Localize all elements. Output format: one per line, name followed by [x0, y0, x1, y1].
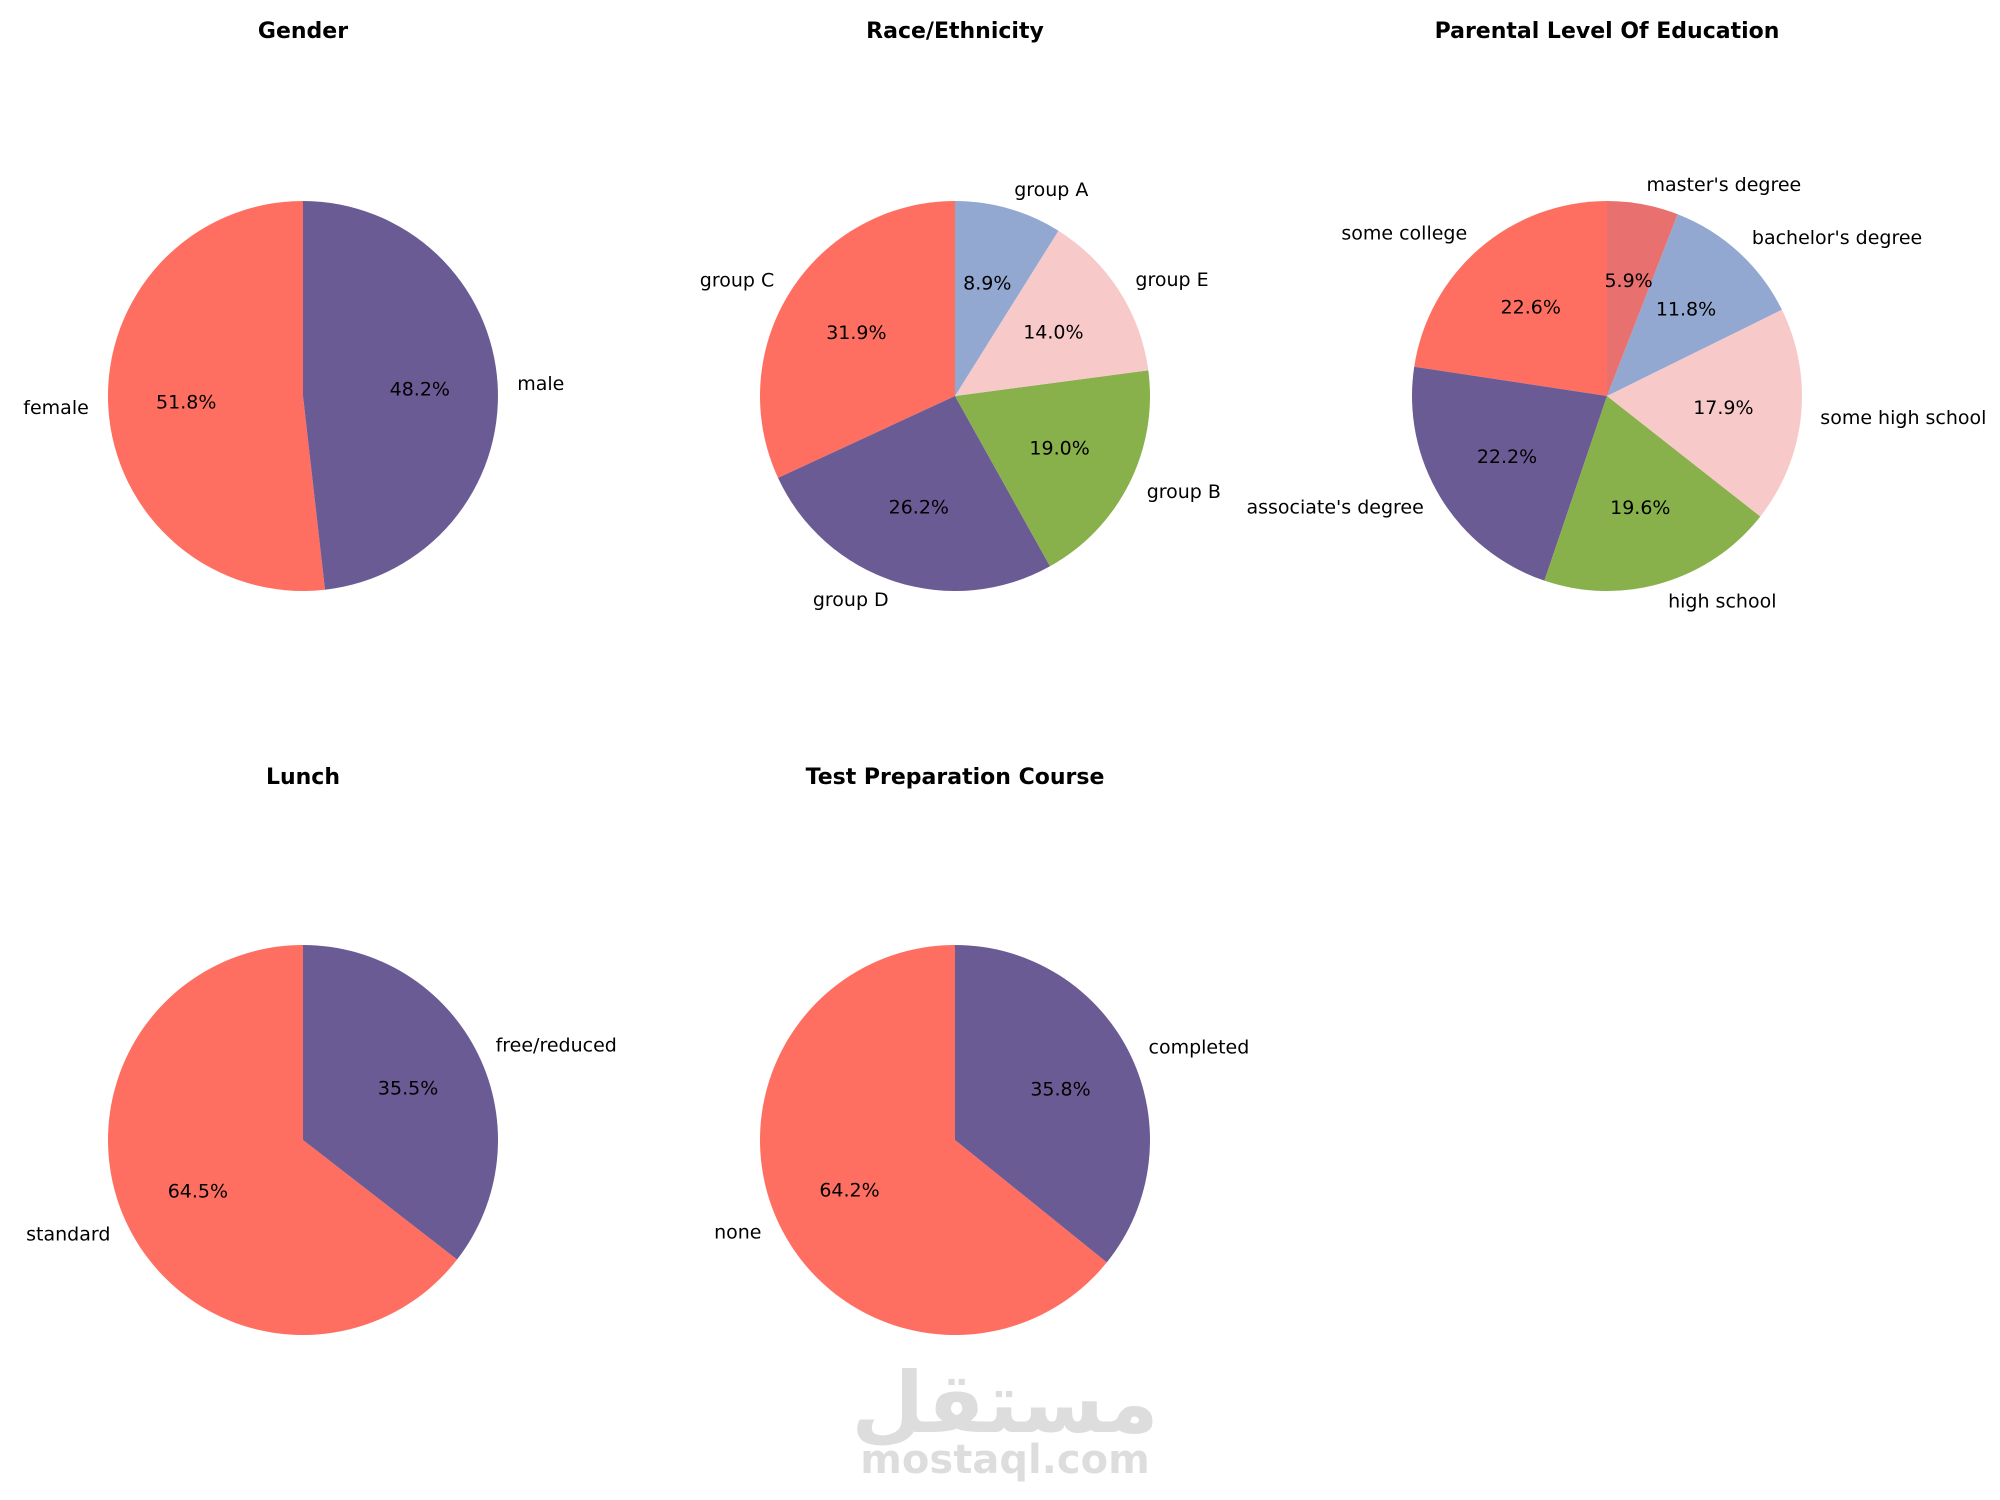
- pie-slice-master-s-degree: [1607, 201, 1678, 396]
- pie-slice-some-college: [1414, 201, 1607, 396]
- slice-label-free-reduced: free/reduced: [496, 1035, 617, 1057]
- slice-label-high-school: high school: [1668, 591, 1776, 613]
- slice-percent-group-a: 8.9%: [963, 273, 1011, 295]
- slice-label-completed: completed: [1149, 1037, 1250, 1059]
- pie-title: Test Preparation Course: [806, 765, 1105, 790]
- pie-panel-lunch: Lunch standard 64.5% free/reduced 35.5%: [26, 765, 617, 1335]
- pie-slice-none: [760, 945, 1107, 1335]
- pie-slice-standard: [108, 945, 458, 1335]
- pie-slice-male: [303, 201, 498, 590]
- pie-title: Parental Level Of Education: [1435, 19, 1780, 44]
- slice-label-none: none: [714, 1222, 761, 1244]
- slice-label-standard: standard: [26, 1223, 110, 1245]
- pie-title: Lunch: [266, 765, 340, 790]
- slice-label-group-c: group C: [700, 270, 775, 292]
- slice-label-male: male: [517, 373, 564, 395]
- slice-percent-group-b: 19.0%: [1029, 438, 1089, 460]
- pie-slice-group-b: [955, 370, 1150, 567]
- slice-percent-none: 64.2%: [819, 1180, 879, 1202]
- pie-slice-completed: [955, 945, 1150, 1263]
- pie-panel-race-ethnicity: Race/Ethnicity group C 31.9% group D 26.2% gr…: [700, 19, 1221, 611]
- watermark: مستقل mostaql.com: [851, 1354, 1158, 1483]
- slice-label-associate-s-degree: associate's degree: [1246, 497, 1423, 519]
- pie-panel-test-preparation-course: Test Preparation Course none 64.2% complete…: [714, 765, 1249, 1335]
- slice-percent-some-high-school: 17.9%: [1693, 397, 1753, 419]
- slice-label-some-high-school: some high school: [1820, 407, 1986, 429]
- pie-title: Gender: [258, 19, 348, 44]
- slice-label-some-college: some college: [1341, 222, 1467, 244]
- pie-title: Race/Ethnicity: [866, 19, 1044, 44]
- slice-percent-master-s-degree: 5.9%: [1604, 270, 1652, 292]
- slice-percent-group-c: 31.9%: [826, 322, 886, 344]
- slice-percent-some-college: 22.6%: [1501, 296, 1561, 318]
- slice-label-group-d: group D: [813, 589, 889, 611]
- pie-slice-free-reduced: [303, 945, 499, 1260]
- slice-percent-female: 51.8%: [156, 392, 216, 414]
- slice-percent-completed: 35.8%: [1030, 1079, 1090, 1101]
- slice-label-master-s-degree: master's degree: [1647, 174, 1802, 196]
- pie-slice-group-c: [759, 201, 955, 478]
- pie-slice-associate-s-degree: [1411, 366, 1607, 581]
- pie-slice-group-e: [955, 230, 1149, 396]
- slice-label-bachelor-s-degree: bachelor's degree: [1752, 227, 1922, 249]
- pie-slice-group-d: [778, 396, 1051, 592]
- pie-panel-parental-level-of-education: Parental Level Of Education some college 2…: [1246, 19, 1986, 613]
- pie-slice-bachelor-s-degree: [1607, 214, 1782, 396]
- slice-percent-free-reduced: 35.5%: [378, 1078, 438, 1100]
- pie-slice-some-high-school: [1607, 309, 1803, 517]
- slice-percent-male: 48.2%: [390, 378, 450, 400]
- slice-percent-bachelor-s-degree: 11.8%: [1656, 299, 1716, 321]
- slice-label-female: female: [23, 397, 89, 419]
- slice-label-group-b: group B: [1147, 481, 1221, 503]
- pie-slice-group-a: [955, 201, 1059, 396]
- slice-percent-standard: 64.5%: [168, 1181, 228, 1203]
- slice-percent-group-d: 26.2%: [889, 496, 949, 518]
- slice-label-group-e: group E: [1135, 269, 1208, 291]
- pie-panel-gender: Gender female 51.8% male 48.2%: [23, 19, 564, 591]
- watermark-latin: mostaql.com: [860, 1437, 1150, 1483]
- pie-slice-female: [107, 201, 326, 591]
- pie-slice-high-school: [1544, 396, 1761, 591]
- slice-percent-group-e: 14.0%: [1023, 322, 1083, 344]
- slice-percent-high-school: 19.6%: [1610, 497, 1670, 519]
- watermark-arabic: مستقل: [851, 1354, 1158, 1452]
- slice-label-group-a: group A: [1014, 179, 1088, 201]
- slice-percent-associate-s-degree: 22.2%: [1477, 446, 1537, 468]
